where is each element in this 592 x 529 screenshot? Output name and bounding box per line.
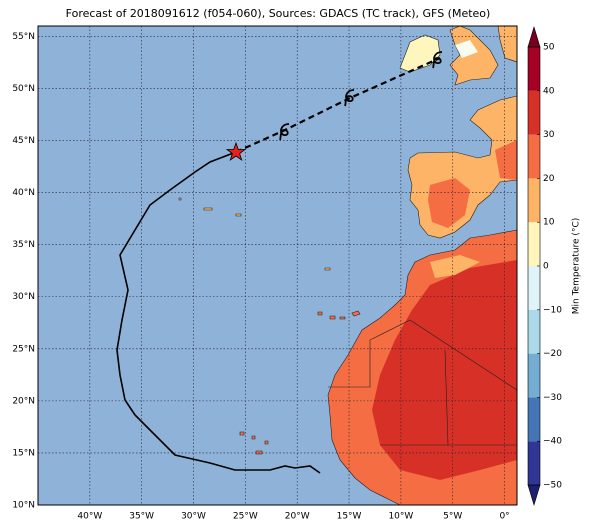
land-layer (178, 26, 517, 505)
colorbar-tick-label: −10 (543, 305, 562, 315)
colorbar-label: Min Temperature (°C) (572, 218, 582, 315)
current-position (225, 141, 247, 162)
x-tick-label: 35°W (129, 512, 154, 522)
y-tick-label: 35°N (12, 240, 35, 250)
colorbar-segment (528, 441, 540, 485)
colorbar-tick-label: −40 (543, 437, 562, 447)
colorbar-segment (528, 178, 540, 223)
y-tick-label: 20°N (12, 396, 35, 406)
colorbar-segment (528, 353, 540, 398)
y-tick-label: 50°N (12, 84, 35, 94)
y-tick-label: 40°N (12, 188, 35, 198)
colorbar-segment (528, 47, 540, 91)
storm-symbols (279, 51, 443, 141)
y-tick-label: 15°N (12, 448, 35, 458)
x-tick-label: 0° (499, 512, 509, 522)
colorbar-segment (528, 266, 540, 310)
britain (449, 26, 499, 86)
x-tick-label: 10°W (388, 512, 413, 522)
map-frame (37, 25, 518, 506)
colorbar-segment (528, 134, 540, 179)
azores (178, 197, 242, 217)
x-tick-label: 40°W (77, 512, 102, 522)
x-tick-label: 30°W (181, 512, 206, 522)
past-track (116, 151, 321, 474)
madeira (324, 267, 331, 271)
colorbar-extend-low (527, 484, 541, 507)
y-tick-label: 30°N (12, 292, 35, 302)
colorbar-segment (528, 222, 540, 266)
y-tick-label: 45°N (12, 136, 35, 146)
colorbar-extend-high (527, 25, 541, 48)
x-tick-label: 25°W (233, 512, 258, 522)
x-tick-label: 15°W (337, 512, 362, 522)
atlas-cool (430, 255, 480, 278)
colorbar-tick-label: 30 (543, 130, 555, 140)
colorbar-segment (528, 90, 540, 135)
colorbar-tick-label: −20 (543, 349, 562, 359)
colorbar-tick-label: 40 (543, 86, 555, 96)
colorbar-tick-label: −50 (543, 481, 562, 491)
colorbar-segment (528, 309, 540, 354)
colorbar-segment (528, 397, 540, 442)
colorbar-tick-label: −30 (543, 393, 562, 403)
colorbar-tick-label: 10 (543, 218, 555, 228)
x-tick-label: 20°W (285, 512, 310, 522)
y-tick-label: 25°N (12, 344, 35, 354)
scotland-cold (455, 40, 478, 58)
canary-islands (317, 310, 361, 320)
borders (328, 319, 517, 446)
y-tick-label: 10°N (12, 501, 35, 511)
colorbar: −50 −40 −30 −20 −10 0 10 20 30 40 50 (527, 25, 562, 507)
cape-verde (239, 431, 269, 455)
france-warm (495, 140, 517, 180)
scandinavia (497, 26, 517, 63)
y-tick-label: 55°N (12, 32, 35, 42)
colorbar-tick-label: 50 (543, 43, 555, 53)
colorbar-tick-label: 0 (543, 262, 549, 272)
map-title: Forecast of 2018091612 (f054-060), Sourc… (66, 7, 491, 20)
sahara-hot (372, 260, 517, 480)
iberia-warm (428, 178, 470, 228)
colorbar-tick-label: 20 (543, 174, 555, 184)
forecast-track (235, 56, 441, 154)
x-tick-label: 5°W (443, 512, 462, 522)
